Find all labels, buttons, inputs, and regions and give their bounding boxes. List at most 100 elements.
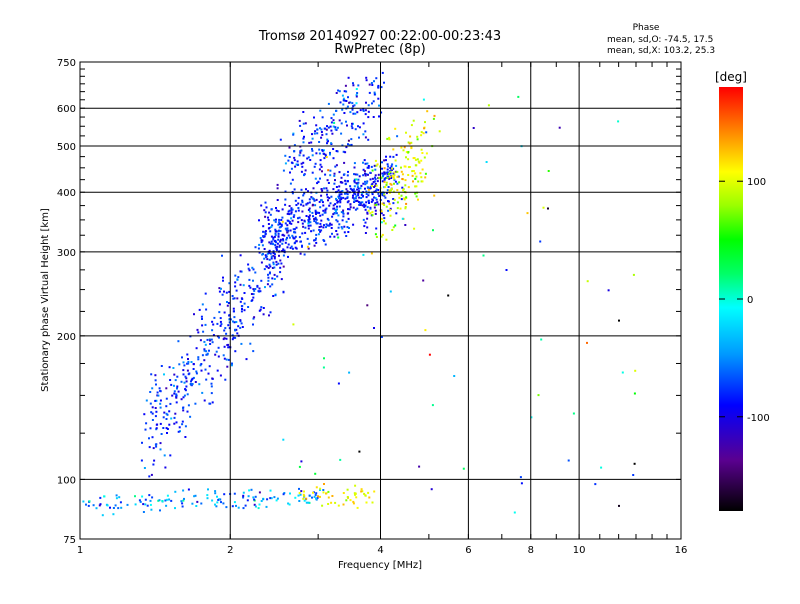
echo-point (351, 196, 354, 199)
echo-point (219, 374, 222, 377)
echo-point (233, 321, 236, 324)
echo-point (280, 219, 283, 221)
echo-point (308, 216, 311, 219)
echo-point (618, 504, 620, 507)
echo-point (387, 186, 390, 188)
echo-point (315, 486, 318, 489)
echo-point (386, 168, 389, 171)
echo-point (291, 192, 294, 195)
echo-point (243, 302, 246, 305)
echo-point (239, 270, 242, 273)
echo-point (318, 226, 321, 228)
echo-point (245, 358, 248, 361)
echo-point (213, 316, 216, 319)
echo-point (334, 501, 337, 504)
echo-point (526, 212, 529, 215)
echo-point (203, 359, 206, 362)
echo-point (240, 270, 243, 273)
echo-point (383, 159, 386, 162)
echo-point (537, 394, 540, 397)
echo-point (317, 495, 319, 498)
y-tick-label: 500 (57, 142, 76, 153)
echo-point (311, 137, 314, 140)
echo-point (159, 448, 162, 451)
echo-point (320, 165, 323, 168)
echo-point (414, 177, 417, 180)
echo-point (342, 209, 345, 212)
echo-point (412, 119, 415, 122)
echo-point (290, 167, 293, 170)
stats-line-o: mean, sd,O: -74.5, 17.5 (607, 35, 713, 45)
echo-point (248, 278, 251, 281)
echo-point (264, 211, 267, 214)
echo-point (211, 499, 214, 502)
echo-point (288, 205, 291, 207)
echo-point (373, 196, 376, 199)
echo-point (355, 195, 358, 198)
echo-point (318, 211, 321, 214)
echo-point (160, 433, 163, 435)
echo-point (311, 197, 314, 200)
echo-point (386, 163, 389, 166)
echo-point (633, 392, 636, 395)
echo-point (318, 200, 321, 203)
echo-point (369, 187, 372, 190)
echo-point (225, 291, 228, 294)
echo-point (380, 336, 383, 338)
echo-point (270, 255, 273, 258)
echo-point (333, 212, 336, 215)
echo-point (223, 345, 226, 348)
echo-point (392, 172, 395, 175)
echo-point (222, 338, 225, 341)
y-axis-label: Stationary phase Virtual Height [km] (40, 208, 51, 392)
echo-point (272, 238, 275, 241)
echo-point (321, 133, 324, 136)
echo-point (284, 154, 287, 157)
echo-point (149, 499, 152, 502)
echo-point (311, 204, 314, 207)
echo-point (175, 401, 178, 404)
echo-point (297, 196, 300, 199)
echo-point (209, 339, 211, 342)
echo-point (139, 500, 142, 503)
echo-point (352, 223, 355, 226)
echo-point (300, 170, 303, 173)
echo-point (267, 227, 270, 230)
echo-point (303, 192, 306, 195)
echo-point (302, 111, 305, 113)
echo-point (337, 89, 340, 92)
echo-point (302, 141, 305, 144)
echo-point (239, 320, 242, 323)
echo-point (267, 279, 270, 282)
y-tick-label: 75 (63, 535, 76, 546)
echo-point (360, 193, 363, 196)
x-tick-label: 4 (377, 545, 383, 556)
echo-point (375, 236, 378, 238)
echo-point (303, 490, 305, 493)
echo-point (301, 201, 304, 204)
echo-point (386, 177, 389, 179)
echo-point (345, 120, 347, 123)
echo-point (367, 209, 370, 212)
echo-point (329, 222, 332, 225)
echo-point (201, 354, 204, 357)
echo-point (268, 211, 271, 214)
echo-point (262, 313, 265, 316)
echo-point (103, 495, 106, 498)
echo-point (270, 240, 273, 243)
echo-point (315, 152, 318, 155)
echo-point (166, 498, 169, 501)
echo-point (241, 308, 243, 310)
echo-point (404, 224, 407, 226)
echo-point (270, 235, 273, 238)
echo-point (247, 267, 250, 270)
echo-point (330, 223, 333, 226)
echo-point (278, 254, 280, 257)
echo-point (373, 206, 376, 209)
echo-point (381, 194, 384, 197)
echo-point (318, 141, 321, 143)
echo-point (175, 421, 178, 424)
echo-point (314, 218, 317, 220)
echo-point (234, 336, 237, 339)
